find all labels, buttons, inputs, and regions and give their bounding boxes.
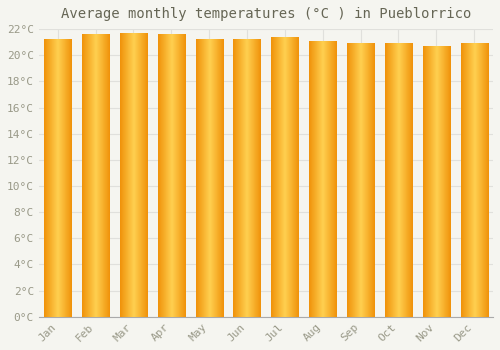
Title: Average monthly temperatures (°C ) in Pueblorrico: Average monthly temperatures (°C ) in Pu… bbox=[60, 7, 471, 21]
